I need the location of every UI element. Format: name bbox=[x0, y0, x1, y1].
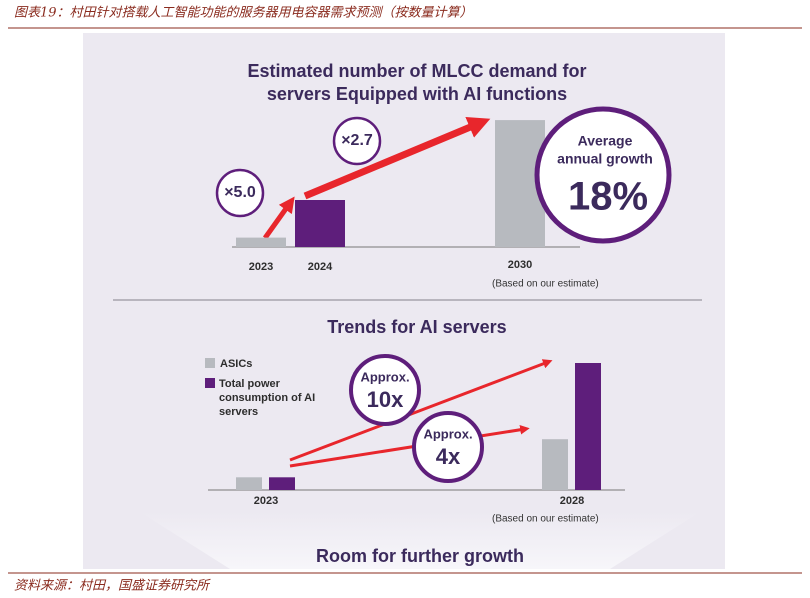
growth-band bbox=[140, 512, 700, 569]
annotation: Approx. bbox=[360, 369, 409, 384]
x-tick-label: 2023 bbox=[254, 495, 278, 507]
callout-circle bbox=[412, 411, 484, 483]
chart-title: servers Equipped with AI functions bbox=[267, 84, 567, 104]
annotation: annual growth bbox=[557, 151, 653, 167]
bar bbox=[236, 237, 286, 247]
bar bbox=[295, 200, 345, 247]
annotation: (Based on our estimate) bbox=[492, 279, 599, 290]
legend-label: Total power consumption of AI servers bbox=[219, 378, 316, 418]
bar bbox=[269, 477, 295, 490]
footer-note: Room for further growth bbox=[316, 546, 524, 566]
annotation: 4x bbox=[436, 444, 461, 469]
annotation: (Based on our estimate) bbox=[492, 514, 599, 525]
callout-circle bbox=[349, 354, 421, 426]
annotation: 18% bbox=[568, 175, 648, 219]
chart-title: Estimated number of MLCC demand for bbox=[247, 61, 586, 81]
annotation: ×5.0 bbox=[224, 184, 256, 201]
arrow bbox=[303, 116, 491, 200]
x-tick-label: 2030 bbox=[508, 259, 532, 271]
source: 资料来源：村田，国盛证券研究所 bbox=[14, 578, 211, 594]
arrow bbox=[289, 425, 530, 468]
callout-circle bbox=[332, 116, 382, 166]
x-tick-label: 2024 bbox=[308, 261, 333, 273]
legend-label: ASICs bbox=[220, 358, 252, 370]
x-tick-label: 2028 bbox=[560, 495, 584, 507]
caption: 图表19：村田针对搭载人工智能功能的服务器用电容器需求预测（按数量计算） bbox=[14, 5, 473, 21]
bar bbox=[236, 477, 262, 490]
annotation: ×2.7 bbox=[341, 132, 373, 149]
annotation: 10x bbox=[367, 387, 404, 412]
annotation: Approx. bbox=[423, 426, 472, 441]
arrow bbox=[289, 359, 553, 462]
chart-title: Trends for AI servers bbox=[327, 317, 506, 337]
callout-circle bbox=[534, 106, 672, 244]
x-tick-label: 2023 bbox=[249, 261, 273, 273]
callout-circle bbox=[215, 168, 265, 218]
bar bbox=[542, 439, 568, 490]
legend-swatch bbox=[205, 378, 215, 388]
legend-swatch bbox=[205, 358, 215, 368]
annotation: Average bbox=[578, 133, 633, 149]
arrow bbox=[262, 196, 295, 240]
bar bbox=[575, 363, 601, 490]
